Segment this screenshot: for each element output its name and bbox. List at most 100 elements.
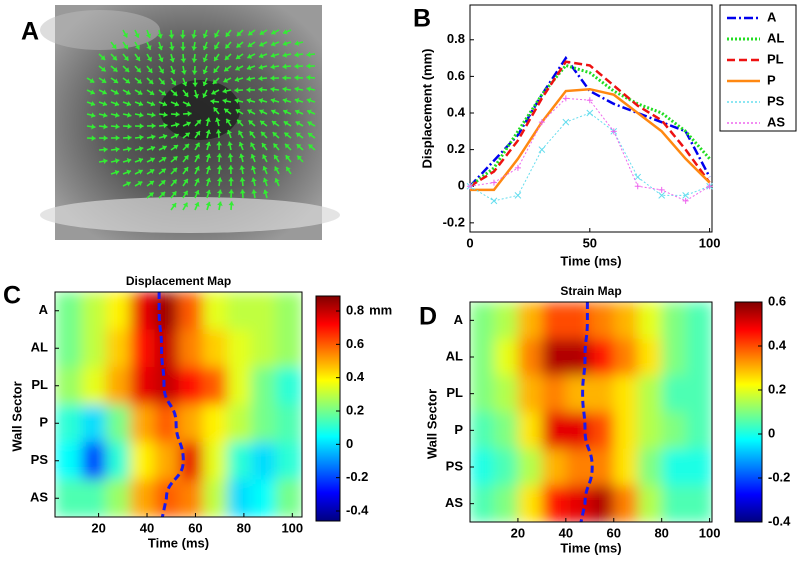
flow-arrow-head	[180, 46, 186, 51]
flow-arrow-head	[239, 177, 246, 182]
flow-arrow-head	[191, 70, 198, 75]
heatmap-cell	[154, 367, 179, 405]
flow-arrow-head	[145, 33, 152, 39]
flow-arrow-head	[124, 67, 130, 72]
heatmap-cell	[517, 302, 543, 340]
flow-arrow-head	[194, 154, 200, 160]
flow-arrow-head	[222, 88, 227, 94]
tissue-band	[40, 197, 340, 233]
heatmap-cell	[661, 302, 687, 340]
heatmap-cell	[517, 485, 543, 522]
flow-arrow-head	[115, 135, 120, 141]
flow-arrow-head	[205, 201, 212, 207]
flow-arrow-head	[151, 123, 156, 129]
series-marker	[634, 173, 642, 181]
flow-arrow-head	[270, 75, 275, 81]
y-tick-label: P	[454, 422, 463, 437]
flow-arrow-head	[213, 67, 219, 73]
flow-arrow-head	[187, 110, 192, 117]
heatmap-cell	[685, 485, 712, 522]
series-marker	[538, 146, 546, 153]
flow-arrow-head	[157, 33, 163, 39]
flow-arrow-head	[262, 177, 269, 183]
heatmap-cell	[178, 479, 204, 517]
series-marker	[562, 95, 569, 102]
series-marker	[538, 119, 545, 126]
flow-arrow-head	[271, 109, 276, 115]
flow-arrow-head	[271, 41, 276, 47]
legend-label: PS	[767, 93, 785, 108]
flow-arrow-head	[226, 129, 233, 135]
flow-arrow-head	[137, 181, 143, 187]
flow-arrow-head	[112, 66, 118, 72]
flow-arrow-head	[137, 89, 143, 95]
colorbar-tick-label: 0.8	[346, 302, 364, 317]
flow-arrow-head	[127, 123, 132, 130]
colorbar-tick-label: -0.2	[346, 469, 368, 484]
flow-arrow-head	[91, 135, 96, 142]
heatmap-cell	[202, 367, 228, 405]
flow-arrow-head	[239, 165, 245, 170]
flow-arrow-head	[135, 56, 141, 61]
flow-arrow-head	[151, 111, 156, 118]
flow-arrow-head	[146, 56, 152, 62]
heatmap-cell	[541, 412, 567, 450]
flow-arrow-head	[205, 117, 211, 123]
flow-arrow-head	[228, 189, 235, 194]
heatmap-cell	[81, 367, 107, 405]
heatmap-cell	[613, 485, 639, 522]
colorbar-tick-label: -0.2	[768, 469, 790, 484]
series-marker	[634, 183, 641, 190]
x-tick-label: 40	[140, 520, 154, 535]
flow-arrow-head	[100, 66, 106, 72]
flow-arrow-head	[191, 34, 197, 39]
heatmap-cell	[493, 412, 519, 450]
flow-arrow-head	[247, 42, 253, 47]
flow-arrow-head	[296, 132, 301, 138]
flow-arrow-head	[194, 178, 200, 183]
heatmap-cell	[661, 412, 687, 450]
flow-arrow-head	[260, 120, 265, 126]
flow-arrow-head	[162, 101, 167, 107]
heatmap-cell	[251, 442, 276, 480]
flow-arrow-head	[261, 143, 267, 148]
flow-arrow-head	[169, 57, 175, 63]
heatmap-cell	[55, 404, 83, 443]
flow-arrow-head	[202, 33, 209, 39]
series-line	[469, 112, 710, 202]
flow-arrow-head	[205, 153, 212, 159]
series-marker	[682, 192, 689, 199]
heatmap-cell	[637, 448, 663, 486]
flow-arrow-head	[179, 34, 186, 39]
series-marker	[610, 128, 617, 135]
flow-arrow-head	[282, 75, 287, 81]
series-marker	[706, 183, 713, 190]
flow-arrow-head	[283, 109, 288, 115]
heatmap-cell	[661, 338, 687, 376]
flow-arrow-head	[235, 109, 241, 114]
flow-arrow-head	[294, 97, 300, 104]
series-marker	[514, 164, 521, 171]
heatmap-cell	[637, 338, 663, 376]
flow-arrow-head	[193, 93, 199, 99]
heatmap-cell	[637, 375, 663, 413]
flow-arrow-head	[181, 70, 187, 75]
heatmap-cell	[589, 485, 615, 522]
flow-arrow-head	[246, 87, 251, 93]
series-marker	[514, 192, 522, 199]
heatmap-cell	[275, 479, 302, 517]
legend-label: AL	[767, 30, 784, 45]
y-tick-label: P	[39, 415, 48, 430]
flow-arrow-head	[296, 144, 302, 149]
flow-arrow-head	[234, 76, 240, 83]
heatmap-cell	[251, 404, 276, 443]
x-tick-label: 0	[466, 235, 473, 250]
flow-arrow-head	[180, 58, 187, 63]
flow-arrow-head	[174, 101, 179, 107]
flow-arrow-head	[202, 57, 208, 62]
flow-arrow-head	[270, 52, 276, 59]
flow-arrow-head	[196, 119, 201, 125]
flow-arrow-head	[295, 109, 300, 115]
flow-arrow-head	[307, 121, 313, 127]
flow-arrow-head	[126, 157, 132, 164]
